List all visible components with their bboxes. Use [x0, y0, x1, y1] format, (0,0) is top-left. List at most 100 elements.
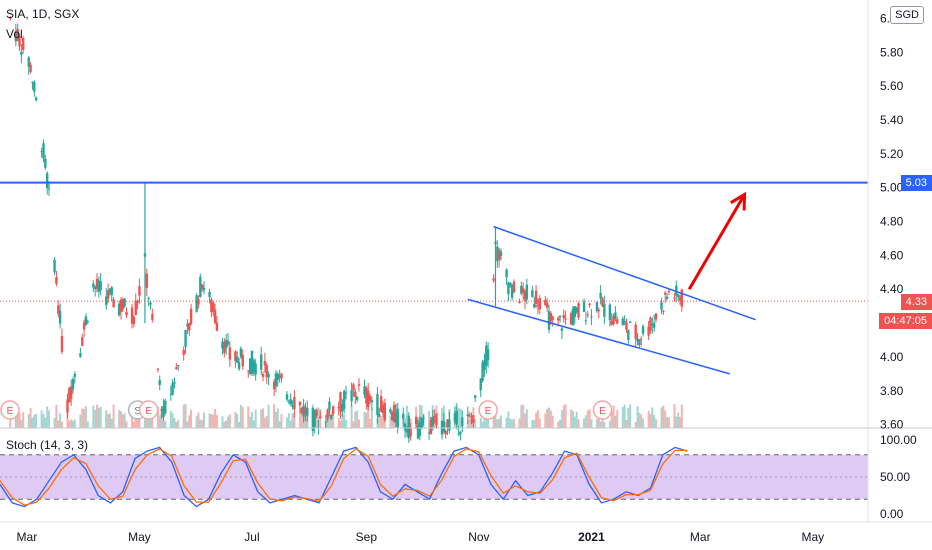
candle-body — [394, 412, 398, 423]
volume-bar — [621, 406, 624, 428]
candle-body — [492, 278, 495, 281]
candle-body — [267, 374, 270, 378]
volume-bar — [509, 418, 512, 428]
volume-bar — [162, 420, 165, 428]
candle-body — [499, 251, 503, 256]
candle-body — [123, 298, 126, 307]
candle-body — [662, 310, 665, 312]
candle-body — [306, 408, 309, 416]
volume-bar — [547, 407, 550, 428]
volume-bar — [223, 421, 226, 428]
volume-bar — [352, 421, 355, 428]
candle-body — [300, 407, 303, 414]
time-tick-label: May — [128, 530, 151, 544]
time-tick-label: 2021 — [578, 530, 605, 544]
candle-body — [33, 81, 36, 92]
candle-body — [212, 302, 215, 313]
volume-bar — [81, 408, 84, 428]
volume-bar — [616, 409, 619, 428]
volume-bar — [570, 409, 573, 428]
volume-bar — [265, 415, 268, 428]
candle-body — [272, 381, 276, 390]
candle-body — [370, 400, 374, 403]
candle-body — [479, 378, 482, 391]
candle-body — [510, 284, 514, 298]
candle-body — [29, 64, 32, 73]
candle-body — [22, 37, 25, 50]
candle-body — [610, 320, 613, 326]
candle-body — [119, 299, 123, 312]
candle-body — [608, 304, 612, 320]
candle-body — [601, 298, 604, 307]
candle-body — [210, 299, 213, 313]
candle-body — [16, 29, 19, 41]
currency-button[interactable]: SGD — [890, 6, 924, 24]
volume-bar — [636, 406, 639, 428]
volume-bar — [614, 415, 617, 428]
volume-bar — [27, 413, 30, 428]
volume-bar — [369, 418, 372, 428]
volume-bar — [208, 413, 211, 428]
candle-body — [459, 431, 462, 434]
volume-bar — [35, 413, 38, 428]
candle-body — [199, 276, 202, 297]
candle-body — [68, 388, 71, 403]
volume-bar — [136, 413, 139, 428]
candle-body — [405, 428, 409, 433]
candle-body — [274, 373, 278, 387]
volume-bar — [525, 409, 528, 428]
candle-body — [247, 370, 250, 372]
volume-bar — [380, 416, 383, 428]
earnings-marker-label: E — [599, 406, 606, 417]
candle-body — [278, 375, 281, 378]
candle-body — [560, 328, 564, 331]
candle-body — [138, 286, 141, 296]
candle-body — [509, 282, 512, 286]
volume-bar — [459, 408, 462, 428]
volume-bar — [188, 415, 191, 428]
candle-body — [678, 296, 682, 301]
volume-bar — [99, 407, 102, 428]
volume-bar — [278, 421, 281, 428]
candle-body — [27, 57, 30, 67]
volume-bar — [524, 413, 527, 428]
candle-body — [595, 302, 599, 312]
volume-legend: Vol — [6, 27, 23, 41]
volume-bar — [215, 414, 218, 428]
earnings-marker — [478, 400, 498, 420]
candle-body — [676, 294, 680, 297]
candle-body — [525, 284, 529, 300]
candle-body — [448, 419, 451, 431]
candle-body — [202, 287, 206, 291]
volume-bar — [584, 415, 587, 428]
drawings — [0, 181, 868, 375]
volume-bar — [105, 410, 108, 428]
candle-body — [289, 399, 292, 405]
volume-bar — [73, 419, 76, 428]
volume-bar — [84, 406, 87, 428]
candle-body — [557, 317, 560, 321]
volume-bars — [9, 404, 683, 428]
candle-body — [92, 283, 95, 288]
candle-body — [162, 406, 165, 418]
volume-bar — [262, 408, 265, 428]
volume-bar — [46, 406, 49, 428]
candle-body — [664, 292, 667, 295]
candle-body — [328, 401, 331, 410]
breakout-arrow-head — [730, 191, 747, 211]
candle-body — [389, 409, 392, 413]
volume-bar — [345, 420, 348, 428]
volume-bar — [428, 411, 431, 428]
candle-body — [379, 396, 383, 412]
volume-bar — [276, 408, 279, 428]
candle-body — [53, 259, 56, 273]
candle-body — [250, 350, 254, 375]
candle-body — [357, 384, 361, 386]
candle-body — [365, 388, 368, 404]
volume-bar — [457, 408, 460, 428]
volume-bar — [97, 407, 100, 428]
price-tick-label: 4.40 — [880, 282, 904, 296]
candle-body — [558, 315, 562, 318]
candle-body — [614, 312, 617, 319]
